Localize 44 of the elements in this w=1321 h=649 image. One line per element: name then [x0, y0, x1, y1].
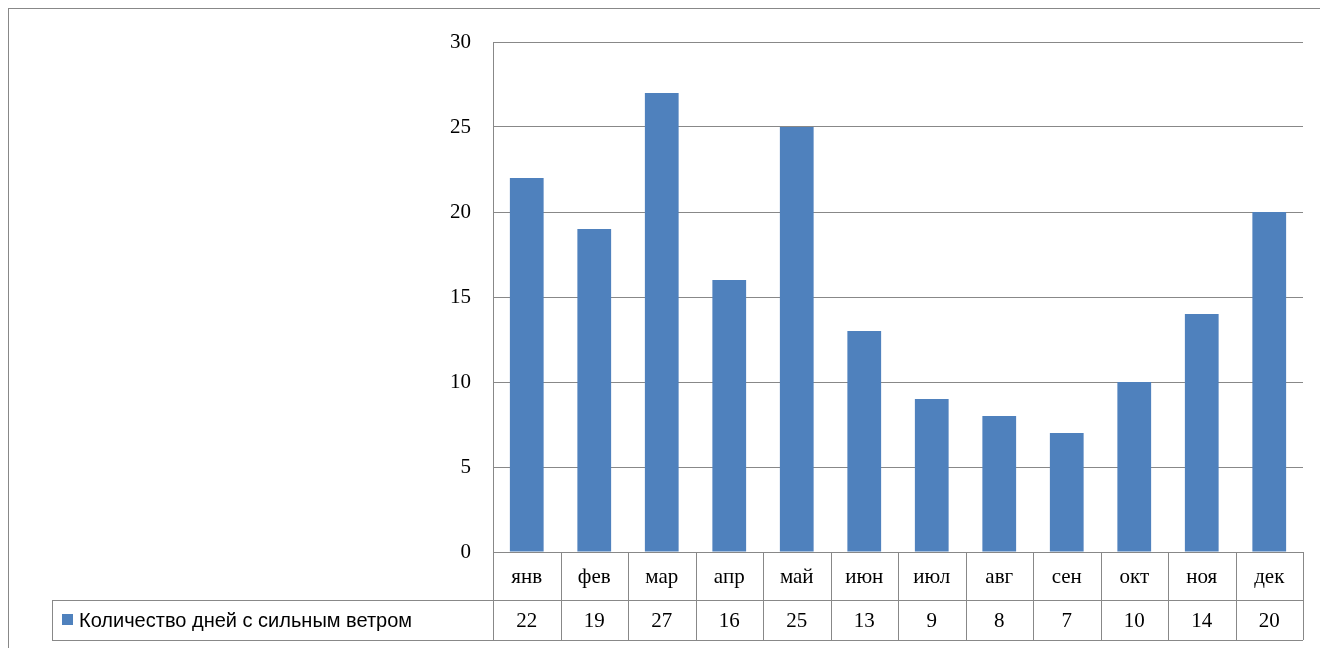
y-tick-label: 10 [450, 368, 471, 393]
data-label: 22 [516, 607, 538, 632]
bar [1117, 382, 1152, 552]
y-tick-label: 25 [450, 113, 471, 138]
bar [1049, 433, 1084, 552]
x-tick-label: апр [713, 564, 745, 589]
x-tick-label: июн [845, 564, 884, 589]
bar [712, 280, 747, 552]
y-tick-label: 5 [460, 453, 471, 478]
x-tick-label: мар [645, 564, 679, 589]
y-tick-label: 0 [460, 538, 471, 563]
x-tick-label: дек [1254, 564, 1286, 589]
data-label: 14 [1191, 607, 1213, 632]
x-tick-label: янв [511, 564, 543, 589]
y-tick-label: 20 [450, 198, 471, 223]
bar [982, 416, 1017, 552]
bar [1252, 212, 1287, 552]
x-tick-label: фев [577, 564, 611, 589]
data-label: 8 [994, 607, 1005, 632]
x-tick-label: май [779, 564, 814, 589]
data-label: 13 [853, 607, 875, 632]
x-tick-label: ноя [1186, 564, 1218, 589]
x-tick-label: июл [913, 564, 951, 589]
bar [914, 399, 949, 552]
y-tick-label: 30 [450, 28, 471, 53]
data-label: 7 [1061, 607, 1072, 632]
x-tick-label: окт [1119, 564, 1150, 589]
data-label: 27 [651, 607, 673, 632]
data-label: 25 [786, 607, 808, 632]
x-tick-label: авг [985, 564, 1014, 589]
data-label: 9 [926, 607, 937, 632]
bar [577, 229, 612, 552]
data-label: 19 [583, 607, 605, 632]
y-tick-label: 15 [450, 283, 471, 308]
x-tick-label: сен [1051, 564, 1082, 589]
data-label: 20 [1258, 607, 1280, 632]
bar [644, 93, 679, 552]
data-label: 10 [1123, 607, 1145, 632]
bar [509, 178, 544, 552]
bar [847, 331, 882, 552]
legend-label: Количество дней с сильным ветром [79, 608, 413, 631]
bar [779, 127, 814, 552]
data-label: 16 [718, 607, 740, 632]
bar [1184, 314, 1219, 552]
